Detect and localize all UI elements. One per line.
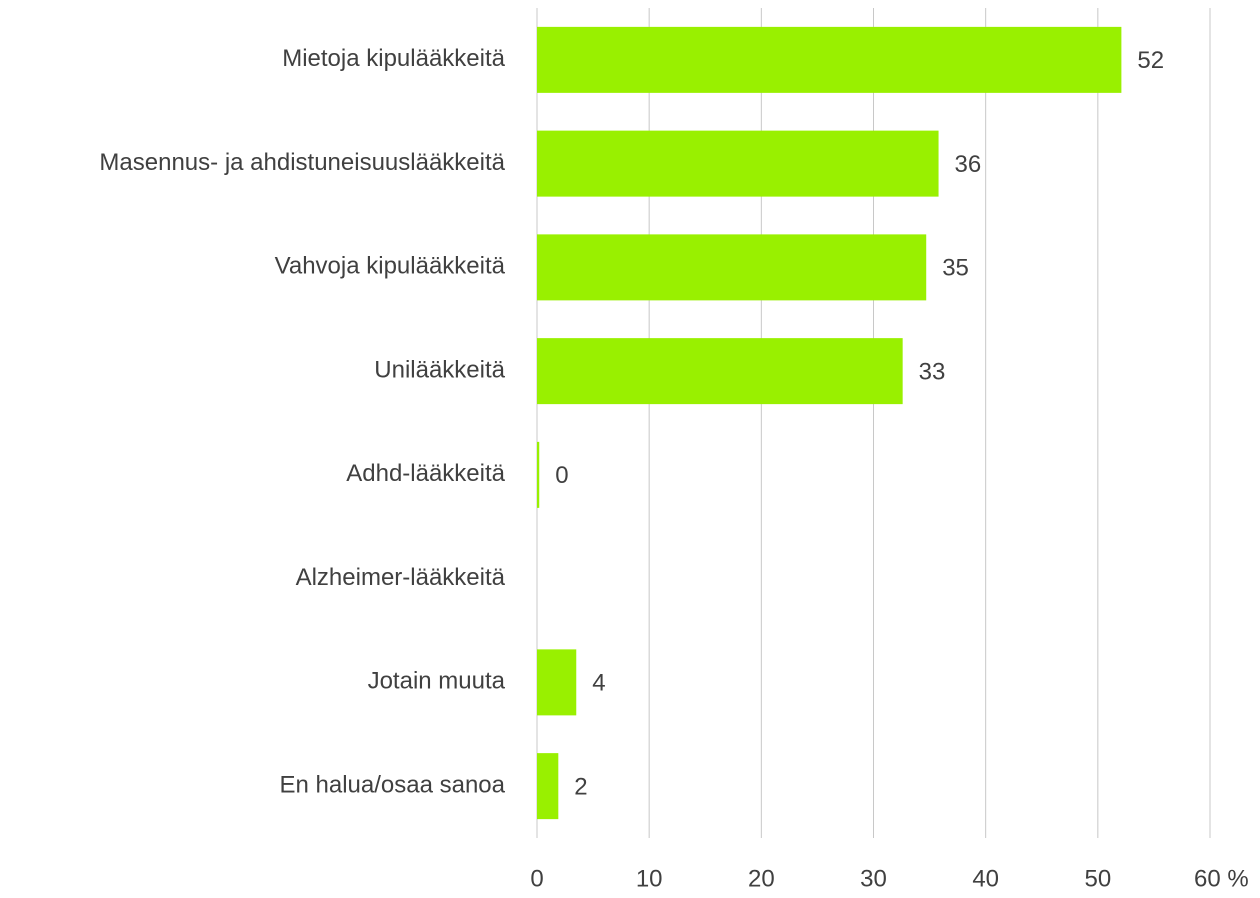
bar xyxy=(537,753,559,820)
value-label: 35 xyxy=(942,255,969,282)
y-tick-label: En halua/osaa sanoa xyxy=(279,771,505,798)
value-label: 0 xyxy=(555,462,568,489)
y-tick-label: Vahvoja kipulääkkeitä xyxy=(275,253,506,280)
x-tick-label: 40 xyxy=(972,865,999,892)
x-tick-label: 20 xyxy=(748,865,775,892)
value-label: 4 xyxy=(592,670,605,697)
x-tick-label: 50 xyxy=(1084,865,1111,892)
bar xyxy=(537,649,577,716)
y-tick-label: Masennus- ja ahdistuneisuuslääkkeitä xyxy=(99,149,505,176)
x-tick-label: 30 xyxy=(860,865,887,892)
x-tick-label: 10 xyxy=(636,865,663,892)
y-tick-label: Jotain muuta xyxy=(368,668,506,695)
bar xyxy=(537,26,1122,93)
y-tick-label: Mietoja kipulääkkeitä xyxy=(282,45,505,72)
y-tick-label: Adhd-lääkkeitä xyxy=(346,460,505,487)
bar xyxy=(537,234,927,301)
value-label: 33 xyxy=(919,358,946,385)
x-tick-label: 0 xyxy=(530,865,543,892)
bar xyxy=(537,338,903,405)
value-label: 52 xyxy=(1137,47,1164,74)
value-label: 2 xyxy=(574,773,587,800)
bar xyxy=(537,441,540,508)
y-tick-label: Unilääkkeitä xyxy=(374,356,505,383)
bar xyxy=(537,130,939,197)
y-tick-label: Alzheimer-lääkkeitä xyxy=(296,564,506,591)
value-label: 36 xyxy=(955,151,982,178)
x-tick-label: 60 % xyxy=(1194,865,1249,892)
